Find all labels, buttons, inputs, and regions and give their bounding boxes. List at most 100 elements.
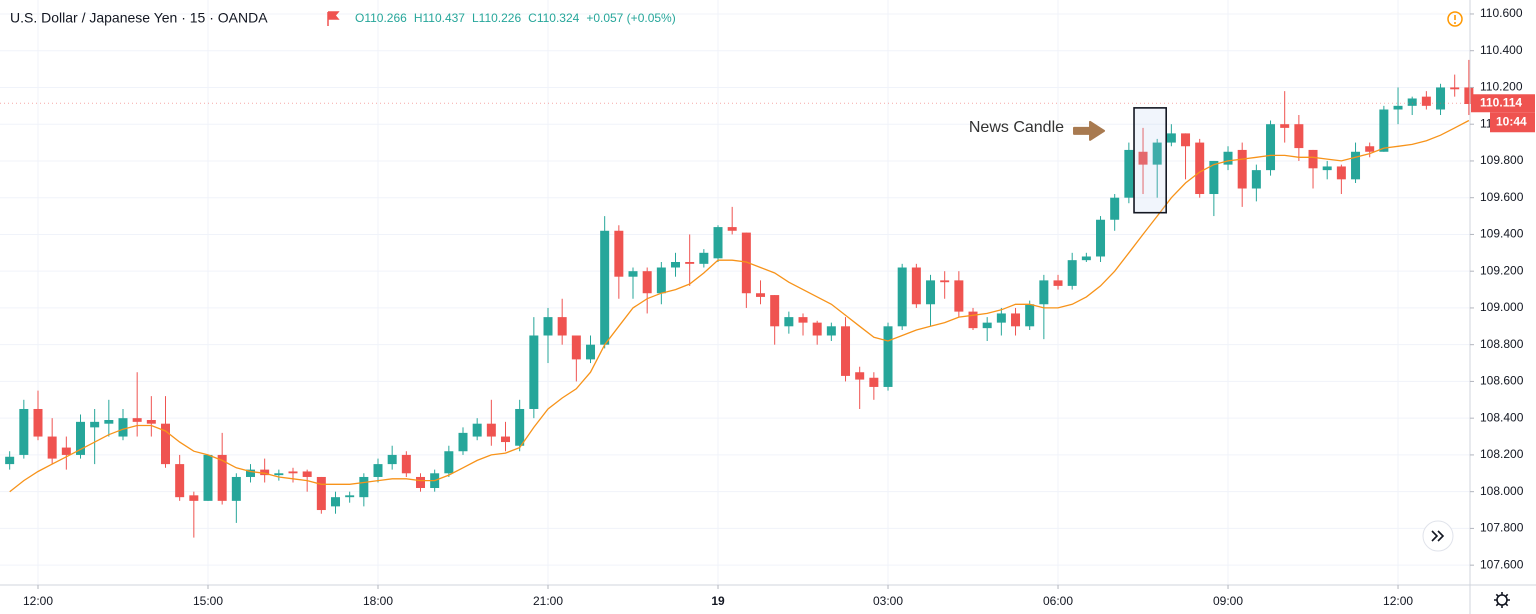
y-tick-label: 110.600 bbox=[1480, 6, 1523, 20]
candle-body bbox=[911, 267, 921, 305]
candle-body bbox=[1195, 142, 1205, 195]
scroll-chevrons bbox=[1431, 530, 1445, 542]
candle-body bbox=[19, 408, 29, 455]
y-tick-label: 110.200 bbox=[1480, 80, 1523, 94]
candle-body bbox=[175, 464, 185, 498]
candle-body bbox=[401, 454, 411, 474]
candle-body bbox=[1407, 98, 1417, 106]
y-tick-label: 109.200 bbox=[1480, 263, 1524, 277]
settings-button[interactable] bbox=[1494, 592, 1510, 608]
candle-body bbox=[557, 317, 567, 336]
moving-average bbox=[9, 119, 1470, 493]
candle-body bbox=[217, 454, 227, 501]
alert-circle bbox=[1447, 11, 1463, 27]
candle-body bbox=[713, 227, 723, 259]
candle-body bbox=[1294, 124, 1304, 149]
candle-body bbox=[841, 326, 851, 376]
candle-body bbox=[926, 280, 936, 305]
y-tick-label: 109.600 bbox=[1480, 190, 1524, 204]
candle-body bbox=[416, 476, 426, 488]
header: U.S. Dollar / Japanese Yen · 15 · OANDA … bbox=[10, 10, 676, 26]
candle-body bbox=[515, 408, 525, 446]
candle-body bbox=[47, 436, 57, 459]
candle-body bbox=[444, 451, 454, 474]
candle-body bbox=[1124, 149, 1134, 198]
candle-body bbox=[529, 335, 539, 409]
candle-body bbox=[685, 262, 695, 264]
candle-body bbox=[1067, 260, 1077, 286]
x-tick-label: 21:00 bbox=[533, 594, 563, 608]
candle-body bbox=[954, 280, 964, 312]
y-tick-label: 108.200 bbox=[1480, 447, 1524, 461]
scroll-button[interactable] bbox=[1422, 520, 1454, 552]
candle-body bbox=[246, 469, 256, 477]
candle-body bbox=[486, 423, 496, 437]
ohlc-label: O110.266 bbox=[355, 11, 407, 25]
candle-body bbox=[1081, 256, 1091, 261]
candle-body bbox=[1152, 142, 1162, 165]
y-tick-label: 108.000 bbox=[1480, 484, 1524, 498]
plot: News Candle bbox=[0, 59, 1474, 538]
candle-body bbox=[1025, 304, 1035, 327]
candle-body bbox=[1096, 219, 1106, 257]
candle-body bbox=[1464, 87, 1474, 104]
candle-body bbox=[642, 271, 652, 294]
candle-body bbox=[1166, 133, 1176, 143]
candle-body bbox=[1223, 151, 1233, 165]
candle-body bbox=[160, 423, 170, 465]
candle-body bbox=[302, 471, 312, 477]
candle-body bbox=[274, 473, 284, 476]
candle-body bbox=[501, 436, 511, 443]
flag-icon[interactable] bbox=[327, 11, 340, 26]
candle-body bbox=[345, 495, 355, 498]
candle-body bbox=[1365, 146, 1375, 152]
candle-body bbox=[1053, 280, 1063, 286]
candle-body bbox=[656, 267, 666, 294]
candle-body bbox=[571, 335, 581, 360]
candle-body bbox=[75, 421, 85, 455]
last-price-label: 110.114 bbox=[1480, 95, 1522, 109]
candle-body bbox=[897, 267, 907, 327]
ohlc-label: H110.437 bbox=[414, 11, 465, 25]
x-tick-label: 03:00 bbox=[873, 594, 903, 608]
candle-body bbox=[826, 326, 836, 336]
candle-body bbox=[146, 420, 156, 424]
alert-dot bbox=[1454, 22, 1456, 24]
candle-body bbox=[1351, 151, 1361, 180]
candle-body bbox=[1322, 166, 1332, 171]
candle-body bbox=[968, 311, 978, 329]
candle-body bbox=[798, 317, 808, 323]
candle-body bbox=[699, 252, 709, 264]
candle-body bbox=[288, 471, 298, 474]
y-tick-label: 108.600 bbox=[1480, 374, 1524, 388]
candle-body bbox=[316, 476, 326, 511]
gear-teeth bbox=[1494, 592, 1510, 608]
countdown-tag bbox=[1490, 112, 1535, 133]
x-tick-label: 19 bbox=[711, 594, 725, 608]
ohlc-label: C110.324 bbox=[528, 11, 579, 25]
y-tick-label: 107.600 bbox=[1480, 557, 1524, 571]
candle-body bbox=[614, 230, 624, 277]
candle-body bbox=[1336, 166, 1346, 180]
symbol-title: U.S. Dollar / Japanese Yen · 15 · OANDA bbox=[10, 10, 268, 26]
candle-body bbox=[90, 421, 100, 428]
last-price-tag bbox=[1471, 94, 1535, 113]
candle-body bbox=[1138, 151, 1148, 165]
candle-body bbox=[260, 469, 270, 476]
candle-body bbox=[359, 476, 369, 498]
news-box bbox=[1133, 107, 1167, 214]
candle-body bbox=[132, 418, 142, 422]
ohlc-label: +0.057 (+0.05%) bbox=[586, 11, 675, 25]
candle-body bbox=[1251, 170, 1261, 189]
alert-icon[interactable] bbox=[1447, 11, 1463, 27]
y-tick-label: 108.800 bbox=[1480, 337, 1524, 351]
candle-body bbox=[1181, 133, 1191, 147]
grid bbox=[0, 0, 1470, 585]
candle-body bbox=[727, 227, 737, 231]
candle-body bbox=[1436, 87, 1446, 110]
candle-body bbox=[472, 423, 482, 437]
candle-body bbox=[996, 313, 1006, 323]
candle-body bbox=[1379, 109, 1389, 152]
